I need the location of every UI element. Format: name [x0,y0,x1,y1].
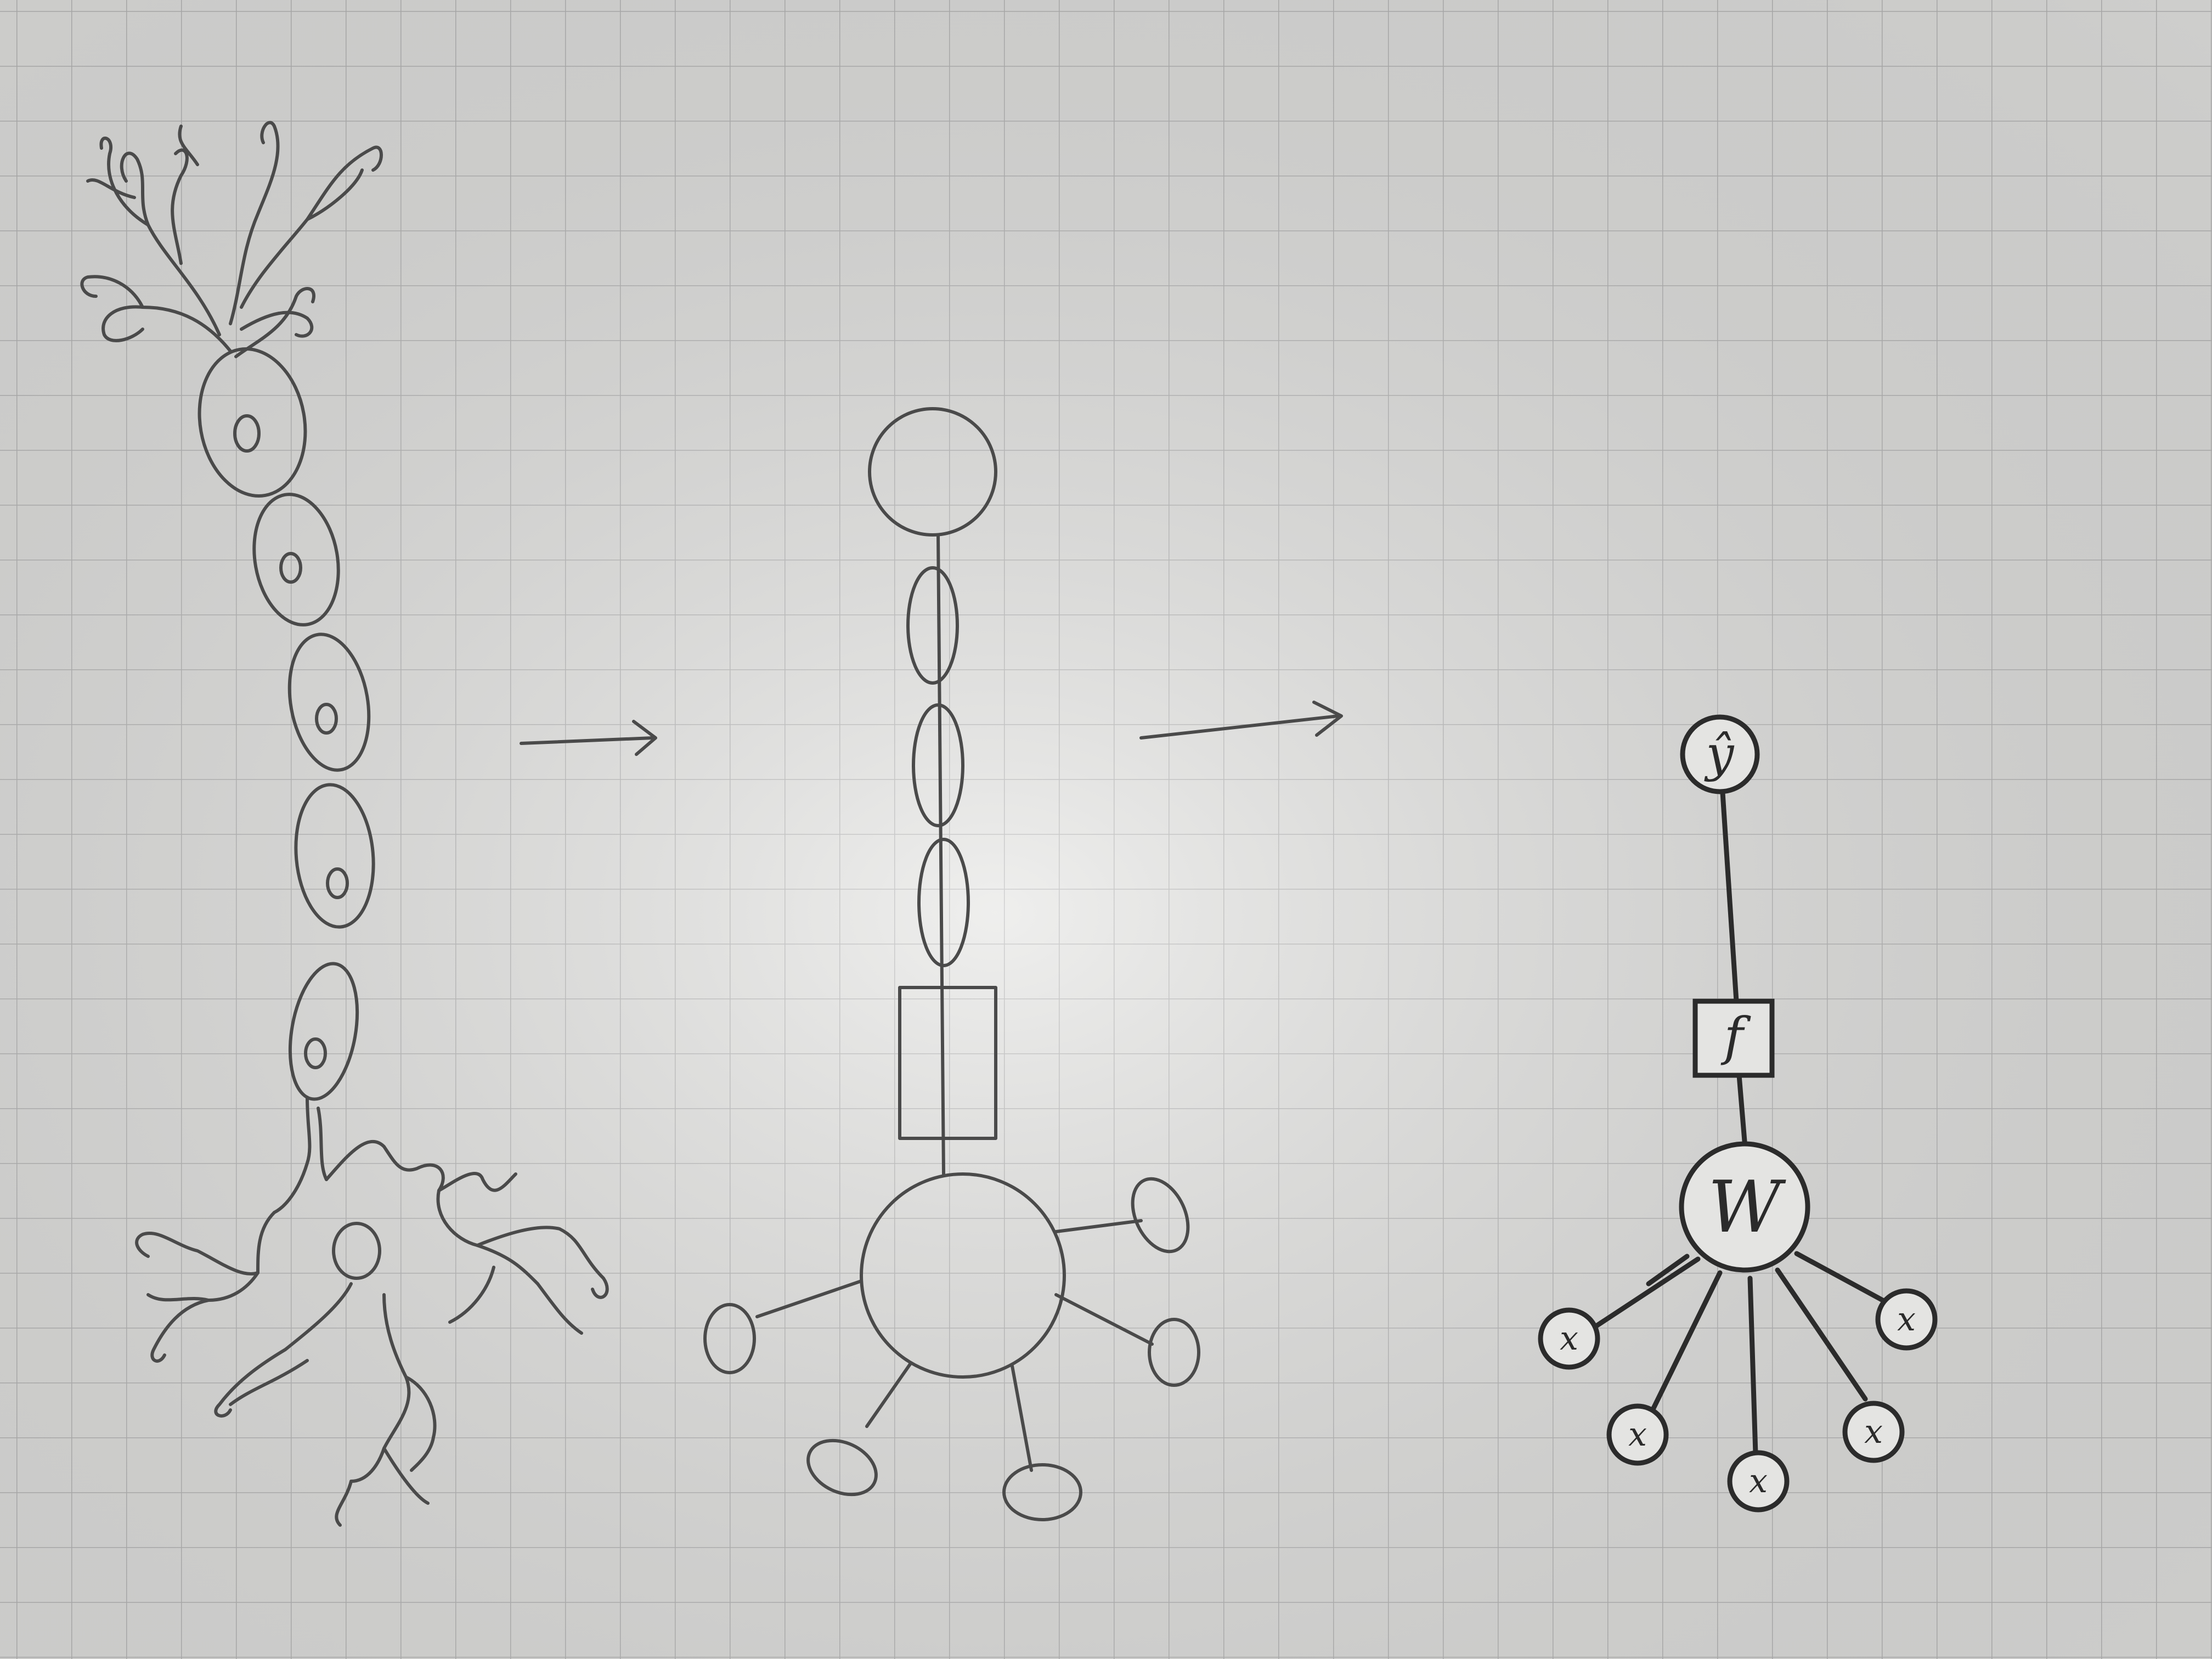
schwann-nucleus-1 [233,414,261,453]
weight-label: W [1708,1165,1786,1249]
axon-line [936,533,945,1176]
myelin-sheath-2 [252,493,340,627]
biological-neuron [80,121,609,1527]
input-edge-6 [1646,1254,1690,1286]
input-label-2: x [1628,1415,1647,1454]
myelin-sheath-5 [288,962,359,1101]
synapse-lower [1002,1463,1082,1521]
output-line [1720,790,1739,1004]
dendrite-right-lower [1054,1293,1154,1346]
input-edge-4 [1775,1267,1868,1402]
dendrite-lower-left [865,1362,912,1428]
input-node-2 [1606,1403,1669,1466]
synapse-right-lower [1148,1318,1200,1387]
arrow-1 [520,720,657,756]
schwann-nucleus-2 [279,552,302,584]
dendrite-lower [1011,1364,1033,1472]
input-edge-2 [1649,1270,1723,1415]
myelin-segments [198,347,375,1101]
input-label-5: x [1897,1300,1916,1339]
schwann-nucleus-3 [315,703,338,735]
segment-1 [906,566,959,685]
myelin-sheath-4 [294,783,375,929]
input-node-1 [1538,1307,1600,1370]
segment-2 [912,703,964,827]
intermediate-neuron [703,407,1200,1521]
perceptron: ŷ f W x x x x x x [1538,714,1938,1513]
axon-terminal-branches [80,121,383,358]
input-node-4 [1842,1401,1905,1463]
weight-node [1679,1141,1810,1273]
schwann-nucleus-5 [304,1037,327,1069]
input-edge-3 [1747,1276,1758,1457]
axon-terminal-circle [868,407,997,537]
arrow-2 [1139,701,1343,740]
input-label-4: x [1864,1413,1883,1451]
input-node-5 [1875,1288,1938,1351]
myelin-sheath-1 [198,347,307,498]
axon-hillock-box [898,986,997,1140]
schwann-nucleus-4 [326,867,349,899]
input-edge-1 [1591,1256,1701,1330]
output-label: ŷ [1704,725,1735,783]
output-node [1680,714,1760,794]
segment-3 [917,838,970,967]
input-node-3 [1727,1450,1790,1513]
soma-circle [860,1172,1066,1379]
synapse-right-upper [1131,1177,1190,1254]
activation-box [1692,998,1775,1078]
input-label-1: x [1560,1319,1578,1358]
soma [135,1096,609,1527]
synapse-lower-left [806,1438,878,1497]
soma-nucleus [332,1222,381,1280]
input-edge-5 [1794,1251,1895,1308]
synapse-left [703,1303,756,1374]
dendrite-left [755,1279,863,1318]
activation-to-weight-line [1736,1073,1747,1144]
dendrite-right-upper [1054,1219,1143,1233]
myelin-sheath-3 [287,633,371,772]
input-label-3: x [1749,1462,1768,1500]
